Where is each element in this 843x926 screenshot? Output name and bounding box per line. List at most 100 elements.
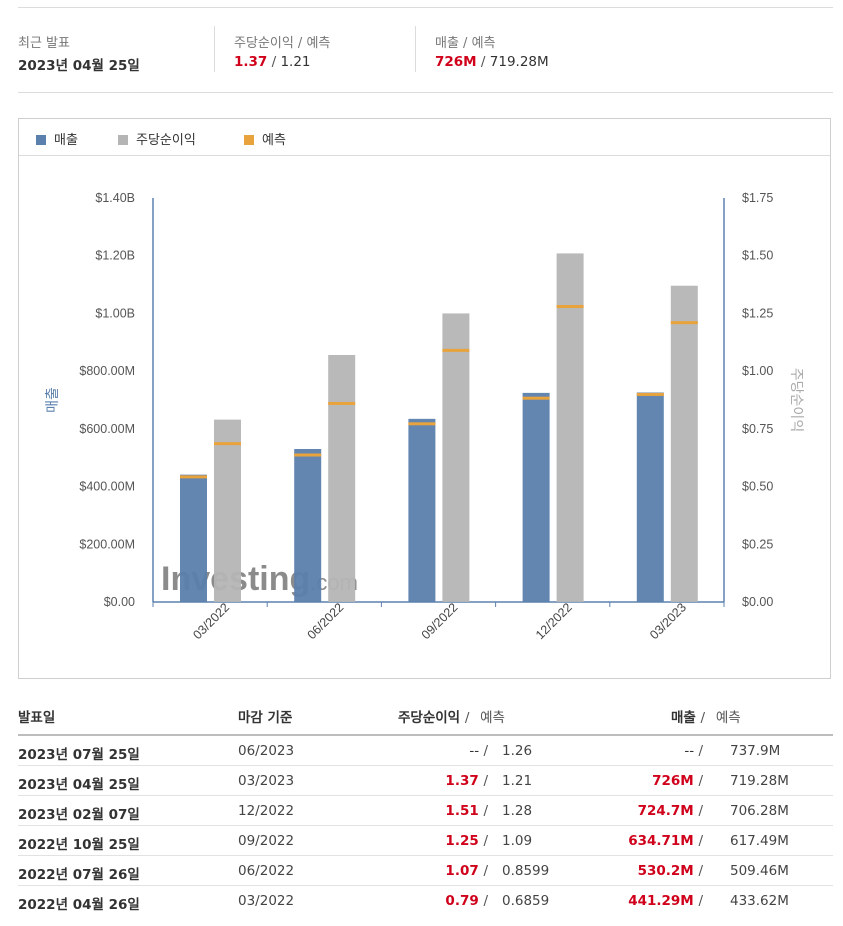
row-eps: 1.51 / [445,803,488,819]
revenue-summary: 매출 / 예측 726M / 719.28M [435,32,549,76]
revenue-forecast-marker [408,422,436,426]
revenue-forecast-marker [294,453,322,457]
row-eps: -- / [469,743,488,759]
summary-separator [415,26,416,72]
row-revenue: -- / [684,743,703,759]
revenue-bar [408,418,436,602]
col-header-period[interactable]: 마감 기준 [238,710,293,726]
left-tick-label: $0.00 [104,595,135,609]
row-eps-forecast: 1.21 [502,773,533,789]
legend-forecast-swatch [244,135,254,145]
x-tick-label: 12/2022 [533,600,575,642]
eps-forecast-marker [442,348,470,352]
revenue-forecast-marker [180,475,207,479]
x-tick-label: 06/2022 [305,600,347,642]
col-header-revenue[interactable]: 매출 / 예측 [671,706,741,726]
eps-forecast-marker [670,321,698,325]
summary-bottom-divider [18,92,833,93]
row-period: 03/2022 [238,893,295,909]
right-tick-label: $0.25 [742,537,773,551]
row-eps-forecast: 1.09 [502,833,533,849]
row-period: 06/2022 [238,863,295,879]
row-period: 06/2023 [238,743,295,759]
row-revenue-forecast: 509.46M [730,863,789,879]
row-period: 12/2022 [238,803,295,819]
row-date: 2023년 07월 25일 [18,747,140,763]
eps-forecast-marker [214,442,241,446]
row-revenue: 724.7M / [637,803,703,819]
row-revenue: 634.71M / [628,833,703,849]
top-divider [18,7,833,8]
row-revenue-forecast: 433.62M [730,893,789,909]
row-date: 2023년 04월 25일 [18,777,140,793]
legend-forecast[interactable]: 예측 [244,129,286,148]
revenue-bar [522,392,550,602]
right-axis-title: 주당순이익 [788,368,804,432]
revenue-forecast-marker [636,392,664,396]
col-header-revenue-label: 매출 [671,710,696,726]
row-eps: 1.07 / [445,863,488,879]
eps-summary: 주당순이익 / 예측 1.37 / 1.21 [234,32,330,76]
left-tick-label: $1.40B [95,191,135,205]
table-row: 2022년 10월 25일 09/2022 1.25 / 1.09 634.71… [18,826,833,856]
right-tick-label: $0.75 [742,422,773,436]
revenue-summary-actual: 726M [435,54,477,70]
chart-legend: 매출 주당순이익 예측 [19,119,830,156]
legend-revenue[interactable]: 매출 [36,129,78,148]
left-tick-label: $1.20B [95,249,135,263]
revenue-bar [636,392,664,602]
right-tick-label: $0.00 [742,595,773,609]
col-header-date[interactable]: 발표일 [18,710,56,726]
x-tick-label: 09/2022 [419,600,461,642]
row-eps: 1.25 / [445,833,488,849]
row-date: 2023년 02월 07일 [18,807,140,823]
eps-bar [328,354,356,602]
eps-summary-label: 주당순이익 / 예측 [234,36,331,51]
col-header-eps[interactable]: 주당순이익 / 예측 [398,706,505,726]
row-date: 2022년 10월 25일 [18,837,140,853]
table-row: 2022년 07월 26일 06/2022 1.07 / 0.8599 530.… [18,856,833,886]
summary-separator [214,26,215,72]
right-tick-label: $1.25 [742,306,773,320]
earnings-chart: 매출 주당순이익 예측 Investing.com$0.00$200.00M$4… [18,118,831,679]
row-eps-forecast: 1.26 [502,743,533,759]
row-eps-forecast: 0.6859 [502,893,550,909]
col-header-revenue-forecast: 예측 [715,710,741,726]
left-tick-label: $800.00M [79,364,135,378]
row-eps-forecast: 0.8599 [502,863,550,879]
row-date: 2022년 07월 26일 [18,867,140,883]
eps-forecast-marker [556,305,584,309]
row-date: 2022년 04월 26일 [18,897,140,913]
row-eps: 0.79 / [445,893,488,909]
legend-eps[interactable]: 주당순이익 [118,129,196,148]
row-revenue-forecast: 617.49M [730,833,789,849]
left-tick-label: $200.00M [79,537,135,551]
eps-bar [214,419,241,602]
x-tick-label: 03/2022 [190,600,232,642]
left-tick-label: $400.00M [79,480,135,494]
row-period: 09/2022 [238,833,295,849]
right-tick-label: $1.50 [742,249,773,263]
eps-bar [670,285,698,602]
left-axis-title: 매출 [45,387,61,413]
revenue-bar [180,474,207,602]
left-tick-label: $1.00B [95,306,135,320]
table-row: 2023년 04월 25일 03/2023 1.37 / 1.21 726M /… [18,766,833,796]
row-revenue-forecast: 737.9M [730,743,781,759]
legend-forecast-label: 예측 [262,133,286,148]
row-revenue-forecast: 706.28M [730,803,789,819]
latest-release-date: 2023년 04월 25일 [18,58,140,74]
row-revenue: 726M / [652,773,703,789]
legend-revenue-swatch [36,135,46,145]
eps-summary-forecast: 1.21 [280,54,311,70]
table-row: 2023년 02월 07일 12/2022 1.51 / 1.28 724.7M… [18,796,833,826]
chart-plot: Investing.com$0.00$200.00M$400.00M$600.0… [45,191,804,642]
earnings-summary: 최근 발표 2023년 04월 25일 주당순이익 / 예측 1.37 / 1.… [18,26,833,78]
col-header-eps-label: 주당순이익 [398,710,461,726]
right-tick-label: $1.75 [742,191,773,205]
latest-release: 최근 발표 2023년 04월 25일 [18,32,140,76]
revenue-summary-forecast: 719.28M [489,54,549,70]
row-period: 03/2023 [238,773,295,789]
x-tick-label: 03/2023 [647,600,689,642]
col-header-eps-forecast: 예측 [480,710,505,726]
